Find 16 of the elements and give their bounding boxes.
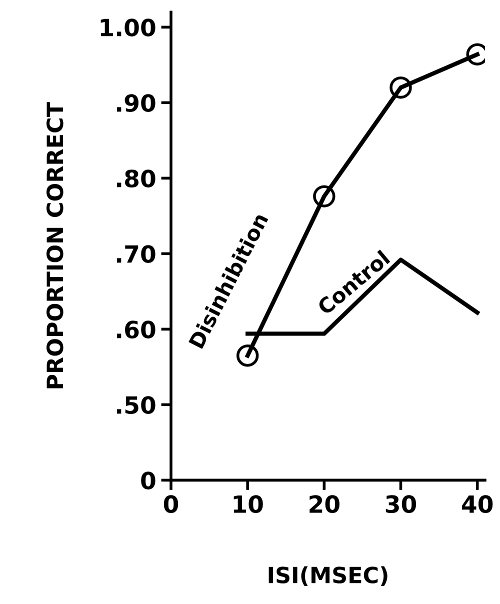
- y-tick-label: 1.00: [100, 18, 156, 36]
- x-tick-label: 10: [234, 495, 263, 514]
- y-tick-label: .60: [117, 320, 156, 338]
- x-tick-label: 30: [386, 495, 416, 514]
- y-tick-label: .90: [117, 94, 156, 112]
- point: [313, 185, 336, 208]
- y-axis-title: PROPORTION CORRECT: [46, 102, 64, 388]
- x-tick-label: 0: [164, 495, 178, 514]
- y-tick-label: .50: [117, 396, 156, 414]
- point: [390, 76, 412, 99]
- x-tick-label: 40: [462, 495, 493, 514]
- x-tick-label: 20: [310, 495, 340, 514]
- x-axis-title: ISI(MSEC): [268, 566, 388, 586]
- y-tick-label: 0: [141, 472, 156, 490]
- y-tick-label: .80: [117, 170, 156, 188]
- y-tick-label: .70: [117, 245, 156, 263]
